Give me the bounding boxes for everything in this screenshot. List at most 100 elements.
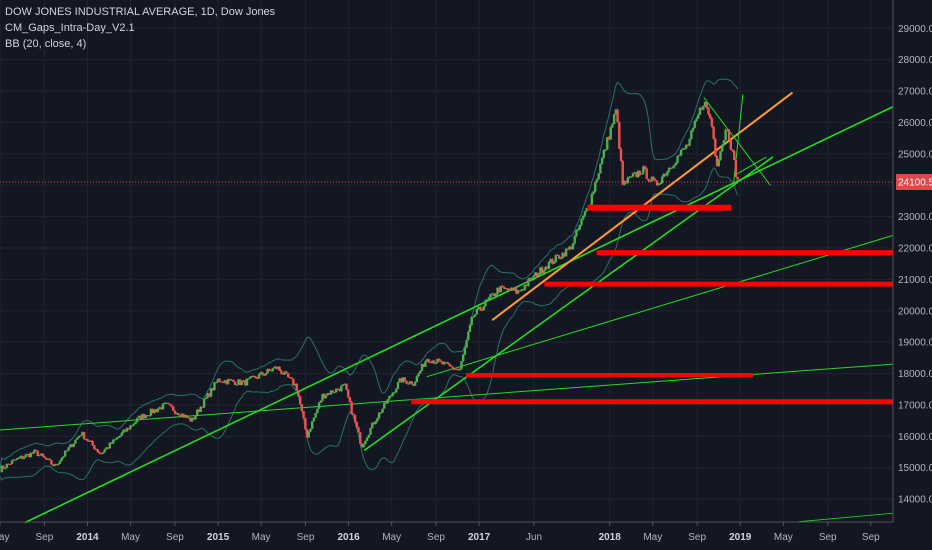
- y-tick-label: 16000.00: [898, 432, 932, 443]
- legend-indicator-bb[interactable]: BB (20, close, 4): [5, 38, 87, 50]
- candle-body: [160, 407, 163, 410]
- candle-body: [554, 254, 558, 263]
- candle-body: [510, 287, 513, 291]
- candle-body: [57, 463, 60, 465]
- candle-body: [89, 440, 93, 442]
- candle-body: [36, 450, 39, 456]
- candle-body: [381, 408, 384, 413]
- candle-body: [103, 449, 106, 453]
- candle-body: [252, 376, 256, 378]
- candle-body: [479, 306, 482, 310]
- candle-body: [410, 381, 413, 385]
- candle-body: [321, 393, 324, 401]
- legend-symbol[interactable]: DOW JONES INDUSTRIAL AVERAGE, 1D, Dow Jo…: [5, 6, 276, 18]
- candle-body: [425, 359, 429, 362]
- y-tick-label: 20000.00: [898, 306, 932, 317]
- candle-body: [189, 417, 192, 422]
- legend-indicator-gaps[interactable]: CM_Gaps_Intra-Day_V2.1: [5, 22, 135, 34]
- x-tick-label: 2017: [468, 532, 491, 543]
- candle-body: [398, 378, 401, 383]
- candle-body: [626, 177, 630, 184]
- candle-body: [329, 390, 333, 395]
- candle-body: [571, 243, 575, 250]
- candle-body: [115, 437, 118, 440]
- last-price-text: 24100.51: [898, 178, 932, 189]
- candle-body: [266, 369, 269, 374]
- candle-body: [177, 413, 180, 416]
- candle-body: [578, 224, 582, 230]
- candle-body: [233, 381, 237, 385]
- candle-body: [335, 388, 338, 393]
- candle-body: [535, 272, 539, 278]
- candle-body: [688, 138, 691, 146]
- candle-body: [51, 464, 55, 466]
- candle-body: [39, 453, 43, 455]
- candle-body: [618, 122, 621, 149]
- candle-body: [444, 362, 448, 364]
- candle-body: [166, 402, 170, 404]
- candle-body: [230, 379, 233, 381]
- candle-body: [590, 193, 594, 205]
- candle-body: [110, 442, 113, 444]
- candle-body: [247, 378, 250, 380]
- candle-body: [731, 149, 734, 152]
- candle-body: [386, 399, 389, 404]
- candle-body: [113, 439, 117, 441]
- candle-body: [429, 362, 432, 364]
- candle-body: [240, 381, 244, 385]
- candle-body: [729, 139, 732, 150]
- candle-body: [283, 371, 286, 375]
- candle-body: [323, 393, 326, 398]
- candle-body: [484, 300, 487, 307]
- candle-body: [455, 369, 458, 371]
- candle-body: [34, 449, 38, 451]
- candle-body: [305, 429, 309, 438]
- candle-body: [515, 288, 518, 294]
- candle-body: [170, 404, 173, 407]
- candle-body: [273, 366, 276, 369]
- grid: [0, 0, 893, 522]
- candle-body: [237, 379, 240, 385]
- candle-body: [691, 127, 695, 131]
- candle-body: [180, 413, 184, 417]
- candle-body: [547, 261, 551, 269]
- candle-body: [161, 403, 165, 410]
- candle-body: [88, 440, 91, 442]
- y-tick-label: 29000.00: [898, 24, 932, 35]
- candle-body: [213, 382, 216, 391]
- candle-body: [96, 449, 99, 452]
- candle-body: [470, 316, 473, 326]
- candle-body: [432, 360, 436, 364]
- candle-body: [14, 459, 17, 461]
- candle-body: [401, 377, 405, 383]
- candle-body: [612, 114, 616, 125]
- candle-body: [26, 453, 29, 455]
- candle-body: [187, 417, 190, 419]
- candle-body: [702, 105, 705, 110]
- candle-body: [326, 393, 329, 396]
- candle-body: [446, 362, 449, 364]
- candle-body: [657, 183, 660, 186]
- candle-body: [307, 431, 310, 438]
- x-axis[interactable]: May Sep 2014 May Sep 2015 May Sep 2016 May Sep 2017…: [0, 521, 893, 543]
- candle-body: [681, 148, 684, 150]
- candle-body: [384, 402, 388, 404]
- candle-body: [722, 140, 726, 146]
- y-tick-label: 14000.00: [898, 495, 932, 506]
- last-price-label: 24100.51: [896, 174, 932, 190]
- x-tick-label: May: [121, 532, 140, 543]
- candle-body: [10, 460, 14, 465]
- y-axis[interactable]: 14000.00 15000.00 16000.00 17000.00 18000.00…: [892, 0, 932, 522]
- candle-body: [2, 465, 5, 469]
- candle-body: [304, 418, 307, 430]
- candle-body: [638, 170, 642, 175]
- candle-body: [216, 378, 220, 383]
- candle-body: [359, 432, 362, 444]
- candle-body: [261, 372, 264, 375]
- candle-body: [91, 441, 94, 446]
- candle-body: [154, 409, 158, 412]
- candle-body: [74, 439, 77, 444]
- candle-body: [184, 415, 187, 418]
- candle-body: [703, 101, 707, 106]
